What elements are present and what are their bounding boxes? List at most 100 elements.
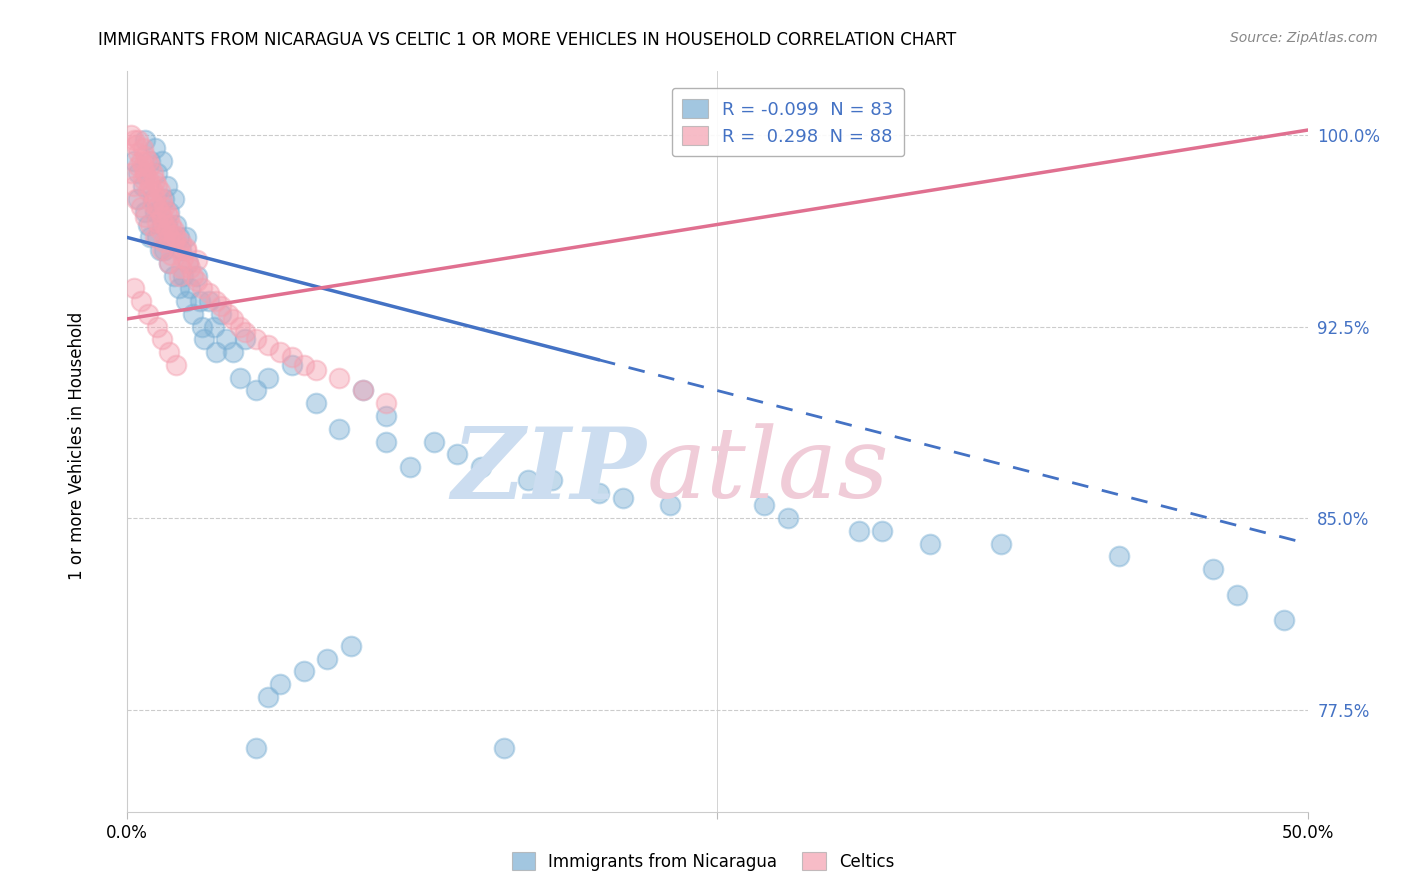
Point: [139, 153, 162, 168]
Point: [205, 294, 228, 309]
Point: [316, 651, 339, 665]
Point: [170, 260, 193, 275]
Point: [174, 230, 197, 244]
Point: [229, 319, 252, 334]
Point: [141, 166, 163, 180]
Point: [146, 215, 169, 229]
Point: [209, 299, 232, 313]
Point: [281, 351, 304, 365]
Point: [141, 192, 163, 206]
Point: [129, 294, 152, 309]
Point: [209, 307, 232, 321]
Point: [658, 499, 681, 513]
Point: [127, 166, 149, 180]
Point: [139, 218, 162, 232]
Point: [215, 333, 238, 347]
Point: [222, 345, 245, 359]
Point: [132, 171, 155, 186]
Point: [134, 166, 156, 180]
Point: [143, 141, 166, 155]
Point: [202, 319, 225, 334]
Point: [143, 204, 166, 219]
Point: [150, 243, 173, 257]
Point: [160, 218, 183, 232]
Point: [186, 268, 208, 283]
Point: [134, 210, 156, 224]
Point: [848, 524, 870, 538]
Point: [167, 281, 190, 295]
Point: [193, 333, 215, 347]
Point: [165, 230, 187, 244]
Point: [352, 384, 374, 398]
Point: [157, 210, 180, 224]
Point: [191, 281, 214, 295]
Point: [149, 243, 172, 257]
Point: [612, 491, 634, 505]
Legend: R = -0.099  N = 83, R =  0.298  N = 88: R = -0.099 N = 83, R = 0.298 N = 88: [672, 87, 904, 156]
Point: [375, 409, 398, 423]
Point: [170, 235, 193, 250]
Point: [163, 235, 186, 250]
Point: [165, 358, 187, 372]
Point: [139, 179, 162, 194]
Point: [233, 333, 256, 347]
Point: [292, 665, 315, 679]
Point: [245, 384, 267, 398]
Point: [141, 185, 163, 199]
Point: [257, 370, 280, 384]
Point: [167, 268, 190, 283]
Point: [918, 536, 941, 550]
Point: [153, 200, 176, 214]
Point: [177, 256, 200, 270]
Point: [167, 243, 190, 257]
Text: IMMIGRANTS FROM NICARAGUA VS CELTIC 1 OR MORE VEHICLES IN HOUSEHOLD CORRELATION : IMMIGRANTS FROM NICARAGUA VS CELTIC 1 OR…: [98, 31, 956, 49]
Point: [122, 133, 145, 147]
Point: [163, 222, 186, 236]
Point: [129, 200, 152, 214]
Point: [186, 274, 208, 288]
Point: [122, 281, 145, 295]
Point: [120, 128, 142, 143]
Point: [129, 153, 152, 168]
Point: [163, 268, 186, 283]
Point: [1108, 549, 1130, 564]
Point: [150, 192, 173, 206]
Point: [153, 218, 176, 232]
Point: [179, 281, 201, 295]
Point: [186, 253, 208, 268]
Point: [269, 345, 291, 359]
Point: [1272, 613, 1295, 627]
Point: [304, 363, 326, 377]
Point: [160, 230, 183, 244]
Point: [157, 230, 180, 244]
Point: [157, 345, 180, 359]
Point: [132, 179, 155, 194]
Point: [150, 153, 173, 168]
Point: [127, 192, 149, 206]
Point: [328, 422, 350, 436]
Point: [217, 307, 239, 321]
Point: [245, 333, 267, 347]
Point: [150, 333, 173, 347]
Point: [170, 243, 193, 257]
Point: [222, 312, 245, 326]
Point: [156, 222, 179, 236]
Point: [125, 138, 148, 153]
Point: [422, 434, 444, 449]
Point: [150, 210, 173, 224]
Point: [141, 197, 163, 211]
Point: [229, 370, 252, 384]
Point: [167, 230, 190, 244]
Point: [328, 370, 350, 384]
Text: 1 or more Vehicles in Household: 1 or more Vehicles in Household: [69, 312, 86, 580]
Point: [149, 185, 172, 199]
Point: [160, 248, 183, 262]
Point: [205, 345, 228, 359]
Text: ZIP: ZIP: [451, 423, 647, 519]
Point: [233, 325, 256, 339]
Point: [156, 218, 179, 232]
Point: [990, 536, 1012, 550]
Point: [149, 204, 172, 219]
Point: [352, 384, 374, 398]
Point: [191, 319, 214, 334]
